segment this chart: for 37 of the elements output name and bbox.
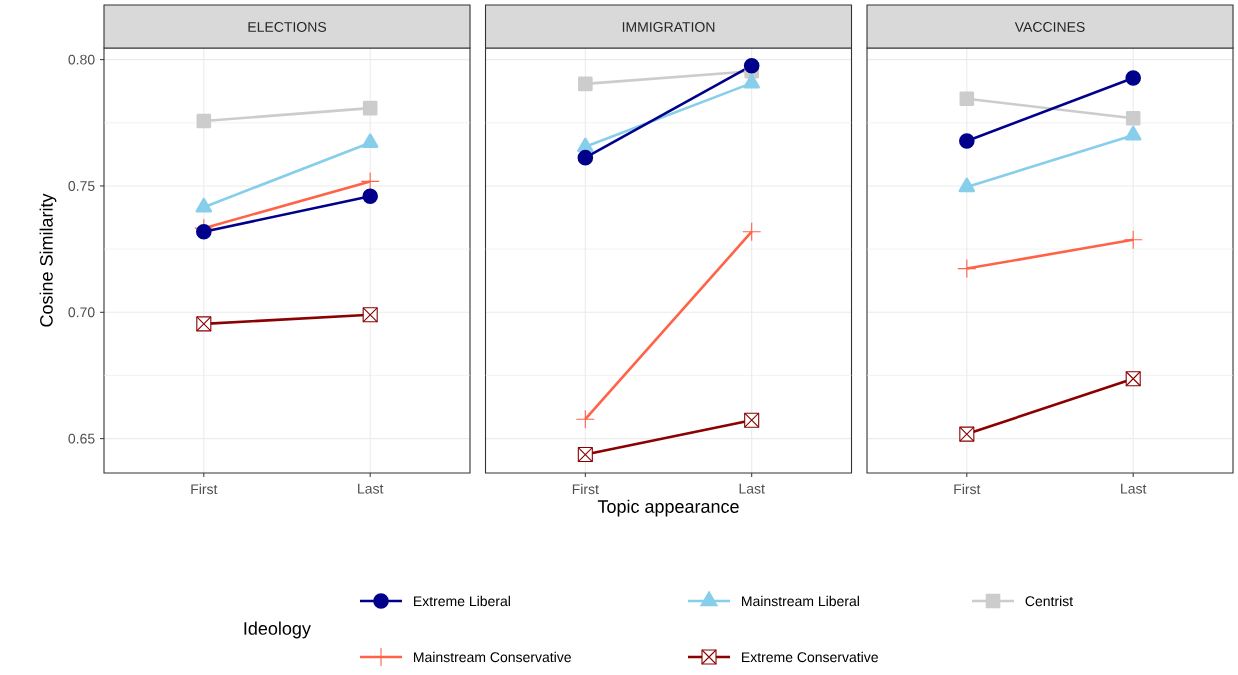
point: [578, 76, 593, 92]
point: [360, 171, 380, 191]
y-tick-label: 0.65: [68, 433, 95, 444]
y-tick-label: 0.70: [68, 307, 95, 318]
legend-label: Centrist: [1025, 595, 1073, 607]
x-tick-label: First: [191, 483, 218, 495]
chart-title: IMMIGRATION: [622, 22, 715, 32]
x-tick-label: Last: [739, 483, 765, 494]
point: [362, 100, 378, 116]
chart-title: ELECTIONS: [248, 22, 327, 32]
point: [742, 222, 762, 242]
point: [957, 259, 977, 279]
point: [362, 188, 378, 205]
point: [1125, 110, 1141, 126]
point: [196, 223, 212, 240]
legend-label: Mainstream Conservative: [414, 651, 571, 663]
y-axis-title: Cosine Similarity: [39, 193, 57, 327]
legend-label: Extreme Liberal: [414, 595, 510, 607]
point: [1125, 70, 1141, 86]
x-axis-title: Topic appearance: [597, 499, 739, 517]
point: [575, 409, 595, 429]
legend-label: Mainstream Liberal: [742, 595, 859, 607]
y-tick-label: 0.75: [68, 180, 95, 191]
point: [1123, 230, 1143, 250]
x-tick-label: First: [954, 483, 981, 495]
x-tick-label: Last: [358, 483, 384, 494]
chart-title: VACCINES: [1014, 22, 1085, 32]
x-tick-label: First: [572, 483, 599, 495]
legend-label: Extreme Conservative: [742, 651, 878, 663]
point: [743, 57, 760, 74]
point: [577, 149, 594, 166]
point: [959, 91, 975, 107]
y-tick-label: 0.80: [68, 54, 95, 65]
point: [196, 113, 212, 129]
legend-title: Ideology: [244, 621, 311, 639]
point: [959, 133, 975, 149]
x-tick-label: Last: [1121, 483, 1147, 494]
